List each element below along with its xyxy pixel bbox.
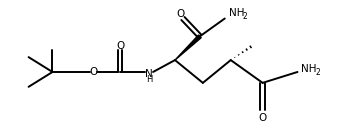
Text: O: O — [116, 41, 124, 51]
Text: O: O — [177, 9, 185, 19]
Text: H: H — [146, 75, 152, 84]
Text: 2: 2 — [243, 12, 247, 21]
Text: O: O — [89, 67, 97, 77]
Text: NH: NH — [229, 8, 244, 18]
Text: N: N — [145, 69, 153, 79]
Text: O: O — [259, 112, 267, 123]
Text: 2: 2 — [315, 68, 320, 77]
Text: NH: NH — [301, 64, 317, 74]
Polygon shape — [175, 35, 201, 60]
